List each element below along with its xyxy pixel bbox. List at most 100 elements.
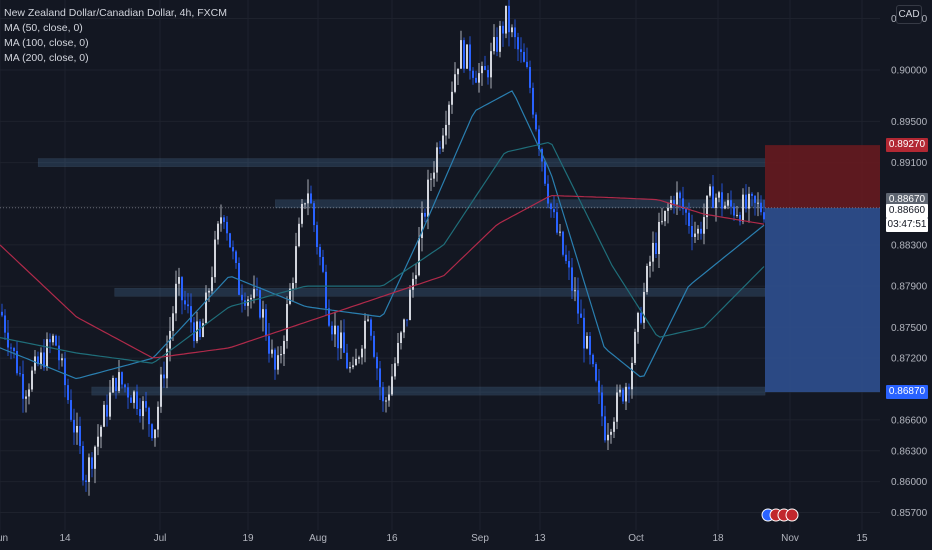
price-tick-label: 0.86600 <box>891 415 928 426</box>
zone-price-tag: 0.88670 <box>886 192 928 207</box>
candle-body <box>112 377 114 393</box>
candle-body <box>685 209 687 213</box>
stop-loss-zone <box>765 145 880 208</box>
candle-body <box>409 289 411 320</box>
candle-body <box>436 147 438 173</box>
candle-body <box>34 356 36 371</box>
candle-body <box>52 335 54 343</box>
candle-body <box>733 206 735 216</box>
candle-body <box>655 242 657 255</box>
candle-body <box>583 317 585 349</box>
candle-body <box>49 339 51 343</box>
candle-body <box>553 209 555 213</box>
candle-body <box>667 207 669 211</box>
time-tick-label: 16 <box>386 533 398 544</box>
candle-body <box>622 389 624 402</box>
ma200-line <box>0 194 765 359</box>
candle-body <box>700 228 702 234</box>
candle-body <box>91 457 93 469</box>
candle-body <box>22 373 24 399</box>
candle-body <box>265 309 267 337</box>
candle-body <box>364 320 366 349</box>
candle-body <box>502 25 504 34</box>
candle-body <box>268 336 270 354</box>
economic-event-flag <box>785 508 799 522</box>
ma100-legend[interactable]: MA (100, close, 0) <box>4 37 89 49</box>
symbol-title[interactable]: New Zealand Dollar/Canadian Dollar, 4h, … <box>4 7 227 19</box>
candle-body <box>535 114 537 130</box>
candle-body <box>226 221 228 234</box>
candle-body <box>394 363 396 377</box>
candle-body <box>610 431 612 435</box>
candle-body <box>232 247 234 252</box>
candle-body <box>547 183 549 204</box>
ma200-legend[interactable]: MA (200, close, 0) <box>4 52 89 64</box>
currency-button[interactable]: CAD <box>896 5 922 24</box>
candle-body <box>256 289 258 291</box>
candle-body <box>532 87 534 115</box>
time-axis[interactable]: Jun 14 Jul 19 Aug 16 Sep 13 Oct 18 Nov 15 <box>0 530 932 550</box>
candle-body <box>229 233 231 248</box>
candle-body <box>763 212 765 220</box>
candle-body <box>406 319 408 321</box>
candle-body <box>187 304 189 307</box>
candle-body <box>349 367 351 369</box>
candle-body <box>142 401 144 417</box>
candle-body <box>469 44 471 71</box>
candle-body <box>82 445 84 481</box>
candle-body <box>415 275 417 279</box>
candle-body <box>250 297 252 300</box>
candle-body <box>274 349 276 370</box>
candle-body <box>37 356 39 365</box>
candle-body <box>730 200 732 207</box>
candle-body <box>739 214 741 222</box>
candle-body <box>694 233 696 237</box>
time-tick-label: 18 <box>712 533 724 544</box>
time-tick-label: Sep <box>471 533 489 544</box>
target-price-tag: 0.86870 <box>886 385 928 400</box>
candle-body <box>580 313 582 318</box>
price-zone <box>37 158 766 167</box>
candle-body <box>391 376 393 395</box>
short-position-tool[interactable] <box>765 145 880 393</box>
candle-body <box>451 91 453 105</box>
candle-body <box>601 392 603 417</box>
price-axis[interactable]: 0.905000.900000.895000.891000.886700.883… <box>880 0 932 550</box>
bar-countdown-tag: 03:47:51 <box>886 217 928 232</box>
candle-body <box>673 200 675 205</box>
candle-body <box>313 203 315 226</box>
candle-body <box>151 424 153 439</box>
candle-body <box>223 217 225 222</box>
candle-body <box>70 400 72 420</box>
candle-body <box>397 343 399 364</box>
candle-body <box>4 315 6 333</box>
candle-body <box>664 210 666 222</box>
ma50-line <box>0 90 765 380</box>
candle-body <box>478 73 480 83</box>
candle-body <box>166 348 168 379</box>
price-tick-label: 0.85700 <box>891 508 928 519</box>
candle-body <box>340 332 342 349</box>
candle-body <box>217 223 219 240</box>
candle-body <box>181 277 183 301</box>
candle-body <box>301 203 303 224</box>
candle-body <box>586 336 588 349</box>
candle-body <box>484 66 486 70</box>
candle-body <box>454 74 456 92</box>
candle-body <box>202 323 204 337</box>
ma50-legend[interactable]: MA (50, close, 0) <box>4 22 83 34</box>
candle-body <box>1 311 3 316</box>
event-flags[interactable] <box>761 508 799 522</box>
candle-body <box>73 419 75 433</box>
candle-body <box>115 377 117 391</box>
candle-body <box>424 212 426 217</box>
candle-body <box>121 372 123 385</box>
candle-body <box>442 135 444 149</box>
candle-body <box>613 421 615 432</box>
candle-body <box>574 290 576 292</box>
candle-body <box>652 242 654 262</box>
candle-body <box>97 436 99 447</box>
candle-body <box>100 426 102 437</box>
candle-body <box>757 202 759 204</box>
